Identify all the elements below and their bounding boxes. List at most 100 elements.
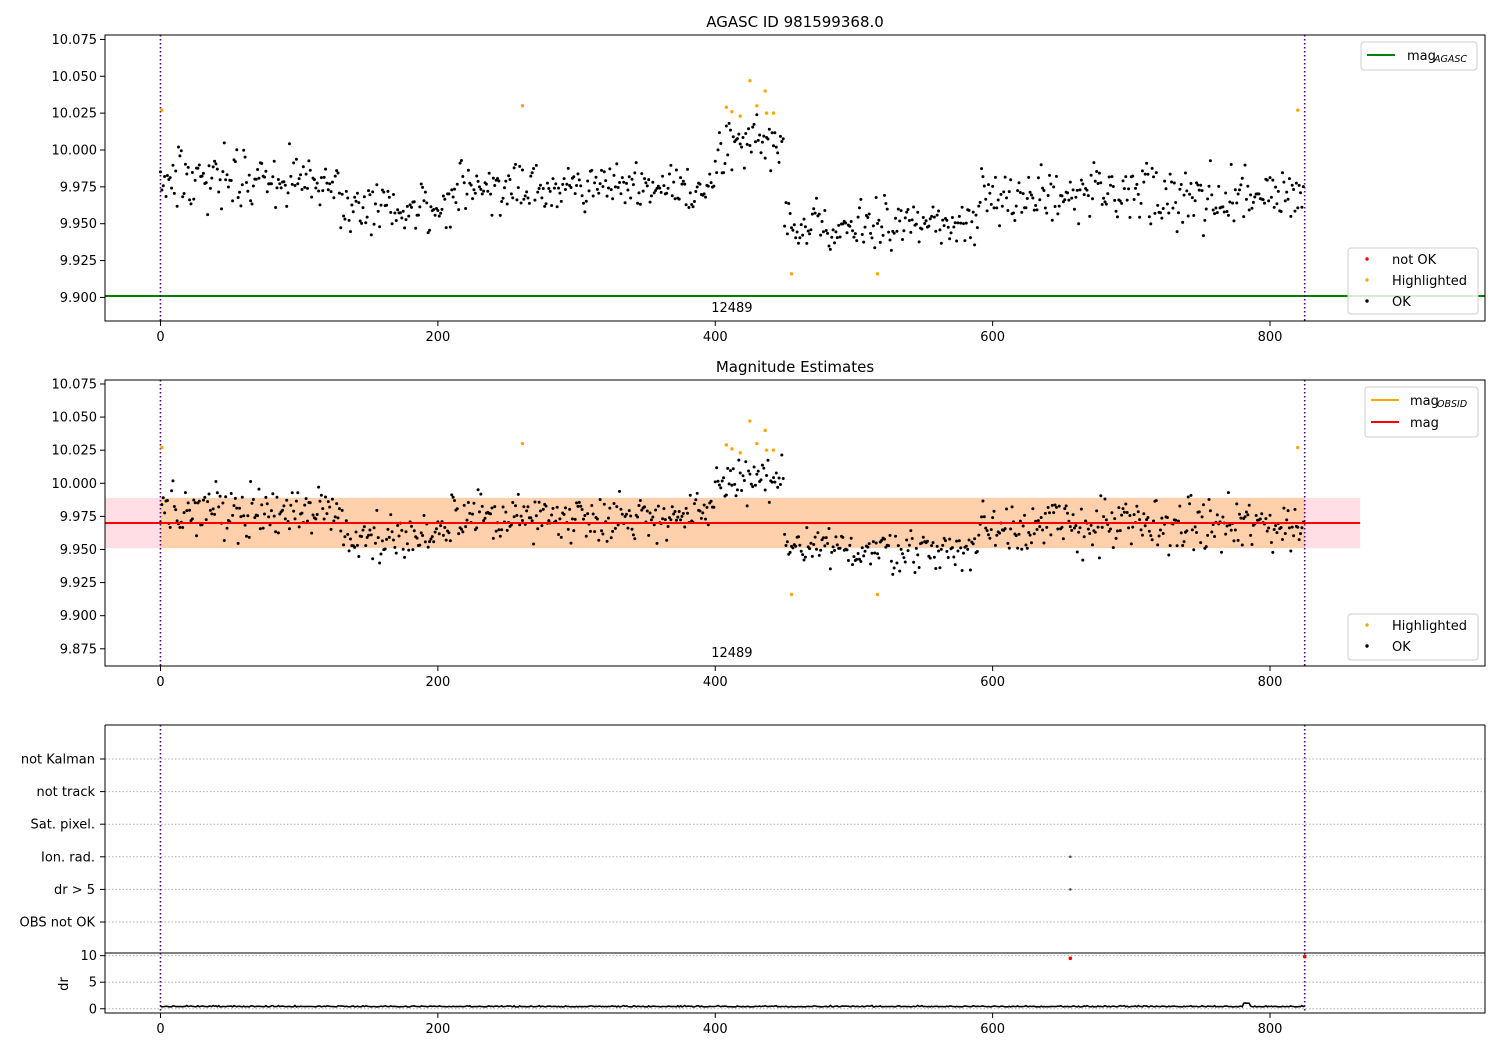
data-point-highlighted: [755, 104, 759, 108]
data-point-ok: [339, 529, 343, 533]
data-point-ok: [1118, 529, 1122, 533]
data-point-ok: [283, 517, 287, 521]
data-point-ok: [742, 479, 746, 483]
data-point-ok: [1182, 193, 1186, 197]
data-point-ok: [598, 498, 602, 502]
data-point-ok: [292, 161, 296, 165]
data-point-ok: [816, 531, 820, 535]
data-point-ok: [1196, 183, 1200, 187]
data-point-ok: [511, 196, 515, 200]
data-point-ok: [386, 527, 390, 531]
data-point-ok: [1281, 537, 1285, 541]
data-point-ok: [712, 184, 716, 188]
data-point-ok: [636, 515, 640, 519]
data-point-ok: [1143, 524, 1147, 528]
data-point-ok: [608, 167, 612, 171]
data-point-ok: [798, 236, 802, 240]
data-point-ok: [1010, 505, 1014, 509]
data-point-ok: [207, 164, 211, 168]
data-point-ok: [236, 195, 240, 199]
data-point-ok: [501, 196, 505, 200]
data-point-ok: [1125, 510, 1129, 514]
data-point-ok: [447, 192, 451, 196]
data-point-ok: [1136, 192, 1140, 196]
data-point-ok: [801, 233, 805, 237]
data-point-ok: [763, 488, 767, 492]
data-point-ok: [838, 235, 842, 239]
data-point-ok: [1226, 491, 1230, 495]
data-point-ok: [1170, 180, 1174, 184]
data-point-ok: [1152, 175, 1156, 179]
data-point-ok: [844, 221, 848, 225]
data-point-ok: [222, 141, 226, 145]
data-point-ok: [1292, 534, 1296, 538]
data-point-ok: [333, 515, 337, 519]
data-point-ok: [256, 514, 260, 518]
data-point-ok: [597, 538, 601, 542]
data-point-ok: [483, 516, 487, 520]
data-point-ok: [577, 500, 581, 504]
data-point-ok: [269, 509, 273, 513]
axes-frame: [104, 952, 1486, 1014]
data-point-ok: [934, 567, 938, 571]
data-point-ok: [1122, 187, 1126, 191]
data-point-ok: [340, 508, 344, 512]
y-tick-label: 9.975: [60, 180, 97, 195]
data-point-ok: [967, 208, 971, 212]
data-point-ok: [403, 226, 407, 230]
data-point-ok: [637, 504, 641, 508]
data-point-ok: [307, 159, 311, 163]
data-point-ok: [821, 230, 825, 234]
data-point-ok: [548, 189, 552, 193]
data-point-ok: [941, 218, 945, 222]
data-point-ok: [369, 233, 373, 237]
data-point-ok: [1213, 212, 1217, 216]
data-point-ok: [396, 208, 400, 212]
data-point-ok: [358, 219, 362, 223]
data-point-ok: [618, 181, 622, 185]
data-point-ok: [960, 568, 964, 572]
data-point-ok: [778, 482, 782, 486]
data-point-ok: [487, 171, 491, 175]
data-point-ok: [767, 127, 771, 131]
data-point-ok: [849, 536, 853, 540]
data-point-ok: [971, 542, 975, 546]
data-point-ok: [405, 542, 409, 546]
data-point-ok: [1287, 526, 1291, 530]
data-point-ok: [921, 216, 925, 220]
data-point-ok: [834, 230, 838, 234]
data-point-ok: [949, 231, 953, 235]
data-point-ok: [609, 188, 613, 192]
data-point-ok: [914, 546, 918, 550]
data-point-ok: [938, 228, 942, 232]
data-point-ok: [326, 500, 330, 504]
data-point-ok: [1293, 209, 1297, 213]
data-point-ok: [975, 550, 979, 554]
data-point-ok: [1142, 180, 1146, 184]
data-point-ok: [1158, 528, 1162, 532]
data-point-ok: [1028, 190, 1032, 194]
data-point-ok: [260, 503, 264, 507]
data-point-ok: [371, 190, 375, 194]
data-point-ok: [489, 192, 493, 196]
data-point-ok: [1118, 199, 1122, 203]
data-point-ok: [498, 534, 502, 538]
data-point-ok: [1035, 527, 1039, 531]
data-point-ok: [1036, 519, 1040, 523]
data-point-ok: [874, 541, 878, 545]
data-point-ok: [426, 231, 430, 235]
data-point-ok: [752, 122, 756, 126]
data-point-ok: [569, 541, 573, 545]
data-point-ok: [888, 533, 892, 537]
data-point-ok: [240, 183, 244, 187]
data-point-ok: [471, 512, 475, 516]
data-point-ok: [301, 165, 305, 169]
data-point-ok: [1016, 546, 1020, 550]
data-point-ok: [423, 540, 427, 544]
data-point-ok: [559, 199, 563, 203]
data-point-ok: [1089, 523, 1093, 527]
chart-title: Magnitude Estimates: [716, 358, 874, 376]
data-point-ok: [1290, 525, 1294, 529]
data-point-ok: [562, 512, 566, 516]
